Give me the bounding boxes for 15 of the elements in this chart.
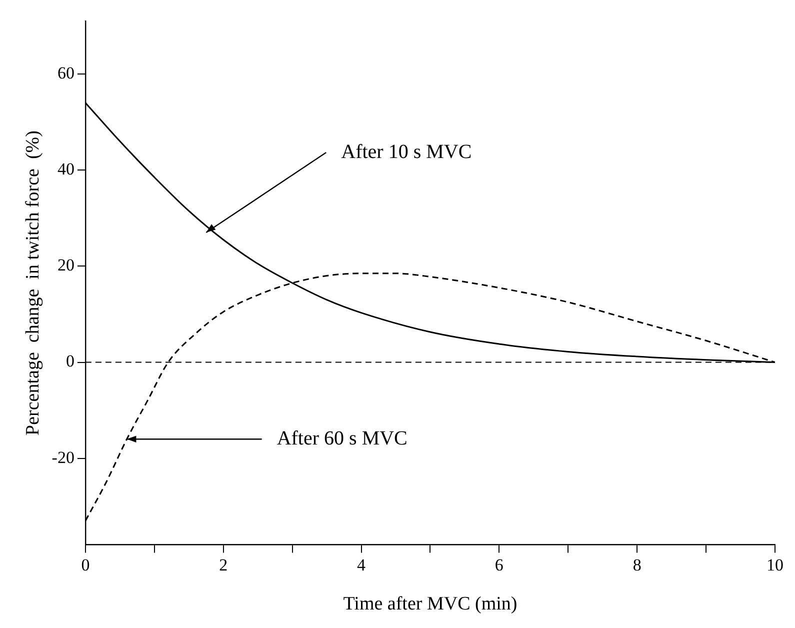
y-tick-label: 0 <box>66 352 74 371</box>
x-tick-label: 6 <box>494 555 504 574</box>
x-tick-label: 8 <box>632 555 642 574</box>
y-axis-title: Percentage change in twitch force (%) <box>22 130 44 436</box>
annotation: After 10 s MVC <box>341 140 472 163</box>
y-tick-label: 60 <box>57 64 74 83</box>
x-tick-label: 2 <box>219 555 228 574</box>
x-tick-label: 4 <box>357 555 366 574</box>
x-axis-title: Time after MVC (min) <box>343 594 518 615</box>
y-tick-label: -20 <box>52 448 74 467</box>
y-tick-label: 40 <box>57 160 74 179</box>
annotation: After 60 s MVC <box>276 427 408 450</box>
x-tick-label: 10 <box>766 555 784 574</box>
y-tick-label: 20 <box>57 256 74 275</box>
x-tick-label: 0 <box>81 555 90 574</box>
